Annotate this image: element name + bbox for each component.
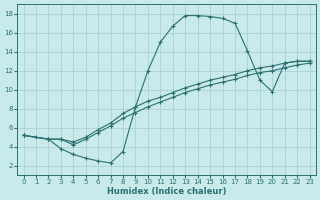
X-axis label: Humidex (Indice chaleur): Humidex (Indice chaleur) [107,187,226,196]
